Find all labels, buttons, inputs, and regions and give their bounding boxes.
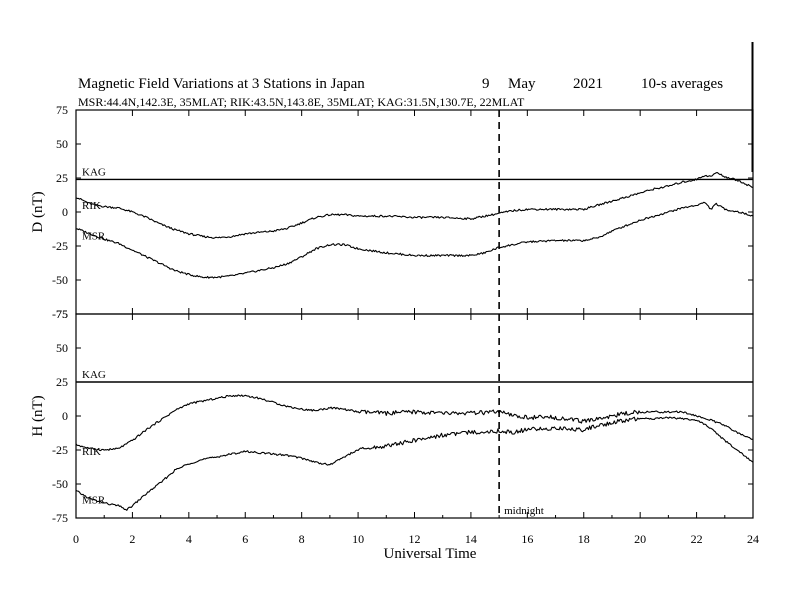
y-tick-label: -50 xyxy=(52,477,68,491)
y-tick-label: 25 xyxy=(56,171,68,185)
x-tick-label: 16 xyxy=(521,532,533,546)
x-tick-label: 20 xyxy=(634,532,646,546)
h-panel: 75 50 25 0 -25 -50 -75 KAG RIK MSR xyxy=(52,307,754,525)
x-tick-label: 4 xyxy=(186,532,192,546)
y-tick-label: 75 xyxy=(56,103,68,117)
chart-title-averaging: 10-s averages xyxy=(641,76,723,92)
y-tick-label: -50 xyxy=(52,273,68,287)
series-line-msr xyxy=(75,201,754,279)
series-label-rik: RIK xyxy=(82,200,101,212)
x-tick-label: 24 xyxy=(747,532,759,546)
series-label-kag: KAG xyxy=(82,166,106,178)
x-axis: 0 2 4 6 8 10 12 14 16 18 20 22 24 xyxy=(73,110,759,546)
series-line-msr xyxy=(75,416,754,511)
midnight-label: midnight xyxy=(504,505,544,517)
series-line-rik xyxy=(75,394,754,452)
x-axis-title: Universal Time xyxy=(384,546,477,562)
y-tick-label: -25 xyxy=(52,239,68,253)
x-tick-label: 8 xyxy=(299,532,305,546)
x-tick-label: 2 xyxy=(129,532,135,546)
chart-subtitle: MSR:44.4N,142.3E, 35MLAT; RIK:43.5N,143.… xyxy=(78,95,525,109)
x-tick-label: 10 xyxy=(352,532,364,546)
y-tick-label: 0 xyxy=(62,205,68,219)
d-axis-title: D (nT) xyxy=(30,191,46,232)
y-tick-label: 0 xyxy=(62,409,68,423)
series-label-msr: MSR xyxy=(82,231,106,243)
y-tick-label: -75 xyxy=(52,307,68,321)
y-tick-label: -75 xyxy=(52,511,68,525)
chart-title: Magnetic Field Variations at 3 Stations … xyxy=(78,76,365,92)
chart-title-year: 2021 xyxy=(573,76,603,92)
y-tick-label: 50 xyxy=(56,137,68,151)
x-tick-label: 0 xyxy=(73,532,79,546)
chart-title-month: May xyxy=(508,76,536,92)
x-tick-label: 6 xyxy=(242,532,248,546)
x-tick-label: 18 xyxy=(578,532,590,546)
y-tick-label: 25 xyxy=(56,375,68,389)
y-tick-label: 50 xyxy=(56,341,68,355)
d-panel: 75 50 25 0 -25 -50 -75 KAG RIK MSR xyxy=(52,103,754,321)
h-panel-frame xyxy=(75,313,754,519)
d-panel-frame xyxy=(75,109,754,315)
chart-title-day: 9 xyxy=(482,76,490,92)
series-label-msr: MSR xyxy=(82,495,106,507)
y-tick-label: -25 xyxy=(52,443,68,457)
x-tick-label: 14 xyxy=(465,532,477,546)
x-tick-label: 22 xyxy=(691,532,703,546)
series-line-rik xyxy=(75,172,754,239)
h-axis-title: H (nT) xyxy=(30,395,46,436)
series-label-kag: KAG xyxy=(82,369,106,381)
x-tick-label: 12 xyxy=(409,532,421,546)
y-tick-label: 75 xyxy=(56,307,68,321)
series-label-rik: RIK xyxy=(82,446,101,458)
